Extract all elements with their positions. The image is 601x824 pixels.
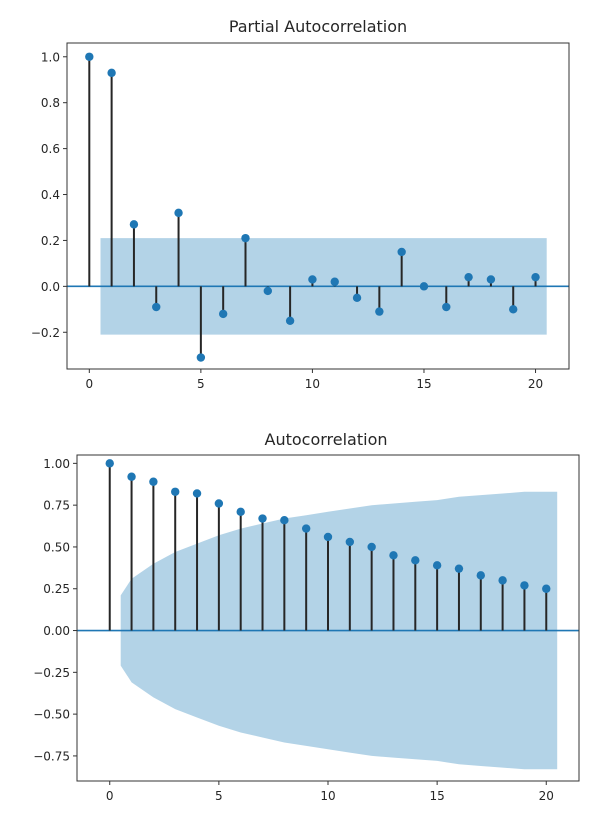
pacf-point-lag-11 bbox=[330, 277, 339, 286]
pacf-y-tick-label: 1.0 bbox=[41, 50, 60, 64]
acf-point-lag-10 bbox=[323, 532, 333, 542]
acf-point-lag-9 bbox=[301, 524, 311, 533]
acf-x-tick-label: 20 bbox=[539, 789, 554, 803]
acf-y-tick-label: 0.50 bbox=[43, 540, 70, 554]
acf-point-lag-0 bbox=[105, 459, 114, 468]
pacf-x-tick-label: 20 bbox=[528, 377, 543, 391]
pacf-point-lag-0 bbox=[85, 52, 94, 61]
pacf-point-lag-9 bbox=[285, 316, 295, 325]
acf-chart: Autocorrelation 0 5 10 15 20 1.00 0.75 0.50 0.25… bbox=[33, 430, 580, 803]
acf-y-tick-label: 1.00 bbox=[43, 457, 70, 471]
acf-point-lag-16 bbox=[454, 564, 464, 573]
acf-chart-title: Autocorrelation bbox=[265, 430, 388, 449]
pacf-point-lag-8 bbox=[263, 286, 272, 296]
pacf-x-tick-label: 10 bbox=[305, 377, 320, 391]
pacf-y-tick-label: 0.4 bbox=[41, 188, 60, 202]
pacf-chart-title: Partial Autocorrelation bbox=[229, 17, 407, 36]
acf-y-tick-label: −0.25 bbox=[33, 666, 70, 680]
acf-point-lag-13 bbox=[389, 551, 398, 560]
pacf-point-lag-12 bbox=[352, 293, 362, 303]
acf-x-tick-label: 15 bbox=[429, 789, 444, 803]
acf-point-lag-1 bbox=[127, 472, 136, 481]
acf-point-lag-14 bbox=[411, 556, 420, 565]
acf-x-tick-label: 0 bbox=[106, 789, 114, 803]
pacf-point-lag-6 bbox=[218, 309, 228, 319]
pacf-point-lag-13 bbox=[375, 307, 384, 316]
acf-x-tick-label: 10 bbox=[320, 789, 335, 803]
acf-x-tick-label: 5 bbox=[215, 789, 223, 803]
acf-point-lag-17 bbox=[476, 571, 485, 580]
pacf-point-lag-14 bbox=[397, 247, 406, 257]
pacf-point-lag-18 bbox=[486, 275, 496, 284]
pacf-point-lag-17 bbox=[464, 272, 473, 282]
pacf-point-lag-16 bbox=[442, 302, 451, 312]
acf-y-tick-label: 0.75 bbox=[43, 499, 70, 513]
acf-point-lag-7 bbox=[258, 514, 267, 523]
pacf-x-tick-label: 15 bbox=[416, 377, 431, 391]
pacf-point-lag-10 bbox=[308, 275, 317, 284]
pacf-point-lag-3 bbox=[152, 302, 161, 312]
pacf-y-tick-label: 0.0 bbox=[41, 280, 60, 294]
pacf-x-tick-label: 5 bbox=[197, 377, 205, 391]
pacf-y-tick-label: 0.6 bbox=[41, 142, 60, 156]
pacf-point-lag-7 bbox=[241, 233, 250, 243]
acf-point-lag-19 bbox=[520, 581, 529, 590]
pacf-chart: Partial Autocorrelation 0 5 10 15 20 1.0 0.8 0.… bbox=[31, 17, 570, 391]
acf-y-tick-label: −0.75 bbox=[33, 749, 70, 763]
acf-point-lag-8 bbox=[280, 516, 289, 525]
acf-point-lag-11 bbox=[345, 537, 355, 547]
acf-y-tick-label: 0.25 bbox=[43, 582, 70, 596]
pacf-point-lag-15 bbox=[419, 282, 429, 291]
pacf-plot-frame bbox=[66, 42, 570, 370]
pacf-point-lag-5 bbox=[196, 353, 206, 362]
acf-point-lag-3 bbox=[171, 487, 180, 496]
acf-point-lag-5 bbox=[214, 499, 224, 508]
acf-point-lag-20 bbox=[542, 584, 551, 593]
acf-point-lag-18 bbox=[498, 576, 507, 585]
acf-point-lag-2 bbox=[149, 477, 158, 486]
acf-y-tick-label: 0.00 bbox=[43, 624, 70, 638]
acf-point-lag-12 bbox=[367, 542, 376, 552]
pacf-point-lag-19 bbox=[509, 305, 518, 314]
pacf-point-lag-4 bbox=[174, 208, 183, 218]
pacf-y-tick-label: 0.2 bbox=[41, 234, 60, 248]
acf-point-lag-4 bbox=[192, 489, 202, 498]
pacf-y-tick-label: 0.8 bbox=[41, 96, 60, 110]
pacf-point-lag-20 bbox=[531, 272, 540, 282]
acf-point-lag-6 bbox=[236, 507, 245, 517]
acf-y-tick-label: −0.50 bbox=[33, 708, 70, 722]
pacf-point-lag-2 bbox=[129, 220, 139, 229]
acf-point-lag-15 bbox=[432, 561, 442, 570]
pacf-point-lag-1 bbox=[107, 68, 116, 78]
pacf-x-tick-label: 0 bbox=[85, 377, 93, 391]
pacf-y-tick-label: −0.2 bbox=[31, 326, 60, 340]
